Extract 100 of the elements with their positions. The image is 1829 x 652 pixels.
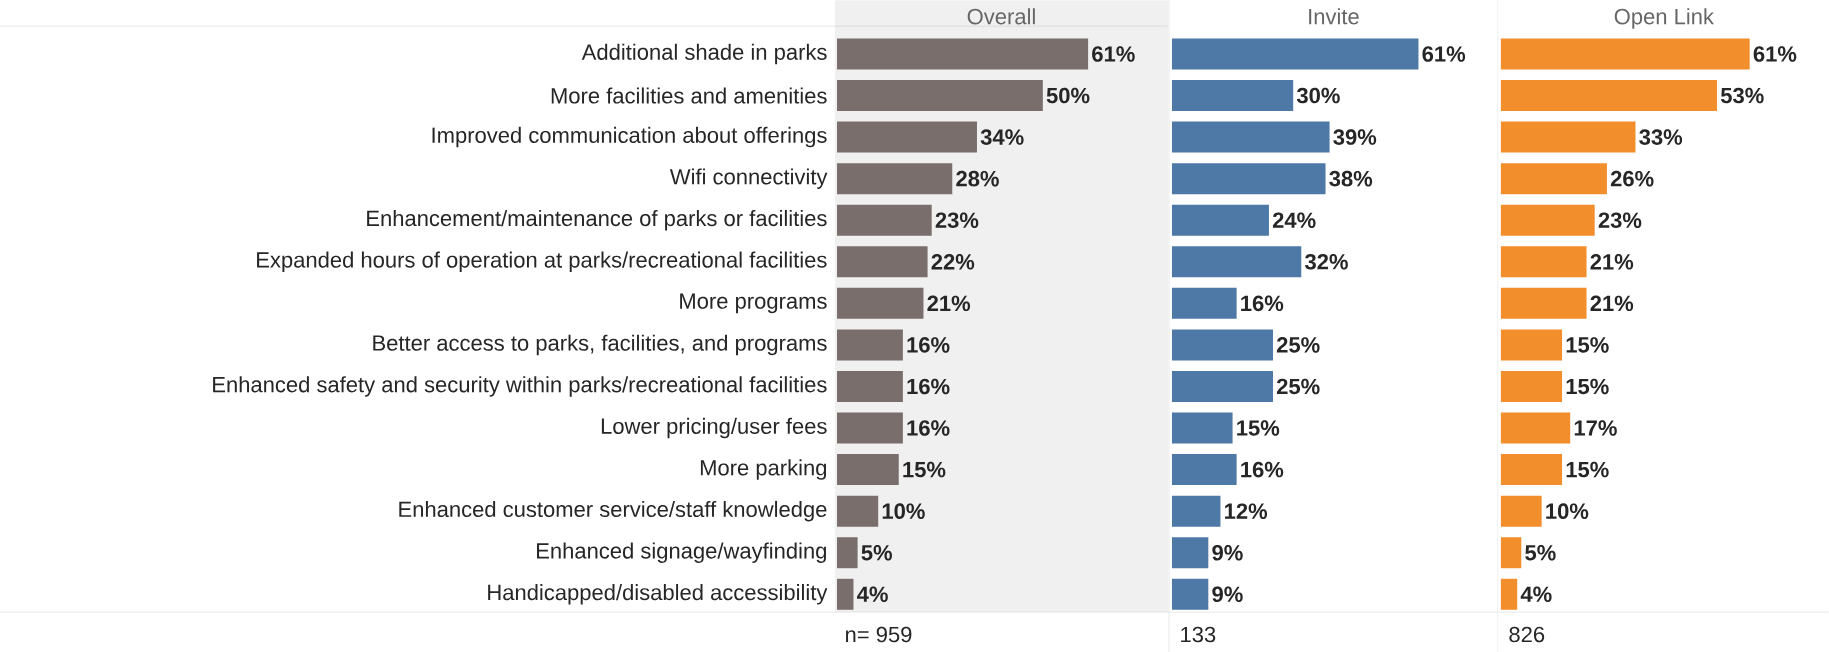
chart-title: Invite — [1309, 8, 1359, 25]
bar — [837, 79, 1043, 111]
data-label: 61% — [1753, 46, 1797, 62]
data-label: 10% — [882, 503, 925, 519]
bar — [1500, 79, 1718, 111]
data-label: 15% — [1566, 337, 1609, 353]
bar — [1171, 246, 1302, 278]
data-label: 21% — [927, 295, 971, 311]
bar — [837, 495, 879, 527]
annotation: n= 959 — [846, 626, 912, 643]
data-label: 50% — [1046, 87, 1090, 104]
bar — [1500, 163, 1607, 195]
y-tick-label: Improved communication about offerings — [432, 126, 827, 148]
bar — [1171, 412, 1233, 444]
bar — [837, 246, 928, 278]
data-label: 15% — [1237, 420, 1280, 436]
bar — [1500, 246, 1587, 278]
y-tick-label: Better access to parks, facilities, and programs — [373, 334, 827, 356]
annotation: 133 — [1181, 626, 1216, 643]
bar — [1171, 79, 1294, 111]
bar — [837, 453, 899, 485]
bar — [837, 370, 903, 402]
data-label: 61% — [1092, 46, 1135, 62]
data-label: 61% — [1422, 46, 1466, 62]
data-label: 16% — [907, 420, 950, 436]
bar — [837, 537, 858, 569]
data-label: 33% — [1639, 129, 1683, 145]
data-label: 15% — [903, 461, 946, 478]
bar — [1171, 38, 1419, 70]
bar — [1500, 121, 1636, 153]
data-label: 25% — [1276, 336, 1320, 353]
data-label: 15% — [1566, 461, 1609, 478]
data-label: 15% — [1566, 378, 1609, 395]
data-label: 9% — [1212, 586, 1243, 602]
data-label: 23% — [1598, 212, 1642, 228]
bar — [837, 329, 903, 361]
data-label: 5% — [1525, 544, 1556, 561]
y-tick-label: More facilities and amenities — [551, 87, 827, 104]
data-label: 4% — [1520, 586, 1552, 602]
bar — [837, 287, 924, 319]
y-tick-label: Lower pricing/user fees — [601, 417, 827, 439]
bar — [1500, 495, 1542, 527]
bar — [1171, 370, 1273, 402]
data-label: 16% — [1241, 295, 1284, 312]
bar — [837, 412, 903, 444]
data-label: 16% — [907, 378, 950, 395]
y-tick-label: Wifi connectivity — [669, 168, 828, 189]
y-tick-label: More parking — [700, 459, 827, 480]
y-tick-label: Enhanced signage/wayfinding — [537, 542, 826, 563]
data-label: 39% — [1333, 129, 1377, 145]
data-label: 30% — [1296, 87, 1340, 104]
bar — [1171, 287, 1237, 319]
bar — [1171, 495, 1221, 527]
bar — [1171, 163, 1326, 195]
y-tick-label: Enhanced safety and security within parks/recreational facilities — [213, 376, 827, 397]
data-label: 4% — [857, 586, 888, 602]
bar — [837, 204, 932, 236]
bar — [1500, 329, 1563, 361]
data-label: 32% — [1304, 253, 1348, 270]
data-label: 21% — [1590, 253, 1634, 270]
bar — [837, 163, 953, 195]
data-label: 9% — [1212, 544, 1243, 561]
data-label: 10% — [1546, 503, 1589, 519]
data-label: 22% — [931, 253, 975, 270]
data-label: 24% — [1272, 212, 1316, 228]
bar — [1500, 412, 1571, 444]
y-tick-label: Enhancement/maintenance of parks or facilities — [367, 209, 827, 231]
bar — [1171, 578, 1209, 610]
data-label: 5% — [861, 544, 892, 561]
bar — [1171, 453, 1237, 485]
data-label: 23% — [935, 212, 979, 228]
bar — [1500, 453, 1563, 485]
y-tick-label: Additional shade in parks — [581, 43, 827, 65]
bar — [1500, 370, 1563, 402]
annotation: 826 — [1509, 626, 1545, 643]
y-tick-label: Expanded hours of operation at parks/recreational facilities — [257, 251, 827, 272]
y-tick-label: Enhanced customer service/staff knowledge — [399, 500, 827, 522]
data-label: 17% — [1574, 420, 1617, 436]
chart-title: Open Link — [1614, 8, 1714, 29]
bar — [1171, 204, 1269, 236]
bar — [837, 121, 977, 153]
data-label: 16% — [907, 336, 950, 353]
bar — [1500, 578, 1518, 610]
data-label: 12% — [1225, 503, 1268, 519]
data-label: 16% — [1241, 461, 1284, 478]
data-label: 34% — [980, 129, 1024, 145]
data-label: 38% — [1329, 170, 1373, 187]
bar — [1500, 204, 1595, 236]
data-label: 53% — [1720, 87, 1764, 104]
bar — [837, 38, 1089, 70]
bar — [1500, 38, 1750, 70]
y-tick-label: More programs — [680, 293, 827, 314]
bar — [1171, 537, 1209, 569]
bar — [1500, 537, 1522, 569]
y-tick-label: Handicapped/disabled accessibility — [488, 583, 828, 605]
data-label: 25% — [1276, 378, 1320, 395]
chart-title: Overall — [967, 8, 1035, 25]
data-label: 26% — [1610, 170, 1654, 187]
bar — [1171, 121, 1330, 153]
bar — [837, 578, 854, 610]
